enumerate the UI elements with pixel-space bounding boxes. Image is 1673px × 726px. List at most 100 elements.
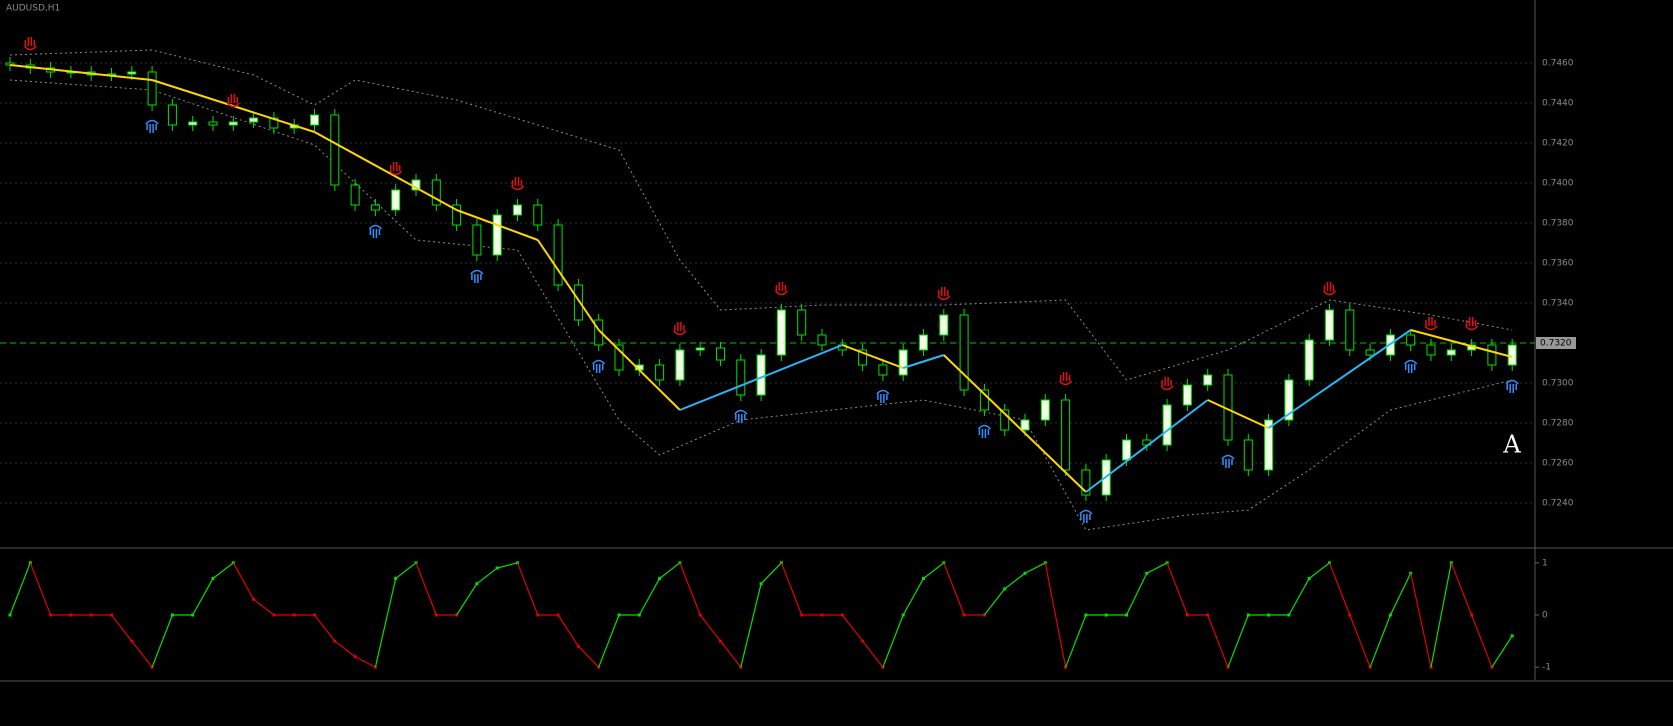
sell-signal — [1059, 372, 1073, 386]
candle-body — [878, 364, 888, 376]
ma-segment — [314, 131, 458, 211]
buy-signal — [977, 424, 991, 438]
band-line — [9, 49, 1513, 381]
osc-segment — [1227, 614, 1249, 668]
candle-body — [370, 204, 380, 211]
candle-body — [249, 117, 259, 123]
ma-segment — [1085, 399, 1209, 493]
osc-segment — [1207, 614, 1229, 668]
candle-body — [655, 364, 665, 381]
osc-segment — [720, 640, 742, 668]
chart-title: AUDUSD,H1 — [6, 4, 60, 14]
y-tick-label: 0 — [1542, 611, 1548, 621]
osc-segment — [111, 614, 133, 642]
candle-body — [350, 184, 360, 206]
osc-segment — [354, 656, 376, 668]
candle-body — [1081, 469, 1091, 496]
sell-signal — [389, 162, 403, 176]
candle-body — [898, 349, 908, 376]
price-label: 0.7320 — [1540, 339, 1572, 349]
sell-signal — [1322, 282, 1337, 296]
candle-body — [127, 71, 137, 75]
candle-body — [817, 334, 827, 346]
candle-body — [675, 349, 685, 381]
osc-segment — [374, 578, 397, 668]
y-tick-label: 0.7280 — [1542, 419, 1574, 429]
osc-segment — [1146, 562, 1168, 574]
candle-body — [1446, 349, 1456, 356]
ma-segment — [679, 344, 843, 411]
candle-body — [1243, 439, 1253, 471]
osc-segment — [497, 562, 518, 569]
candle-body — [959, 314, 969, 391]
osc-segment — [1491, 635, 1513, 668]
osc-segment — [1004, 572, 1026, 590]
candle-body — [391, 189, 401, 211]
candle-body — [939, 314, 949, 336]
ma-segment — [1410, 329, 1513, 358]
osc-segment — [212, 562, 234, 579]
ma-segment — [9, 64, 153, 81]
y-tick-label: 0.7260 — [1542, 459, 1574, 469]
candle-body — [756, 354, 766, 396]
candle-body — [1182, 384, 1192, 406]
candle-body — [695, 347, 705, 351]
candle-body — [553, 224, 563, 286]
candle-body — [594, 319, 604, 346]
osc-segment — [1065, 614, 1087, 668]
annotation: A — [1502, 431, 1521, 459]
candle-body — [614, 344, 624, 371]
osc-segment — [334, 640, 356, 658]
osc-segment — [1471, 614, 1493, 668]
y-tick-label: 0.7360 — [1542, 259, 1574, 269]
osc-segment — [1166, 562, 1188, 616]
osc-segment — [415, 562, 437, 616]
y-tick-label: 0.7460 — [1542, 59, 1574, 69]
buy-signal — [876, 389, 890, 403]
osc-segment — [1328, 562, 1351, 616]
candle-body — [1284, 379, 1294, 421]
osc-segment — [659, 562, 681, 579]
osc-segment — [679, 562, 701, 616]
candle-body — [188, 121, 198, 126]
buy-signal — [368, 224, 382, 238]
osc-segment — [923, 562, 945, 579]
osc-segment — [29, 562, 52, 616]
candle-body — [797, 309, 807, 336]
candle-body — [1264, 419, 1274, 471]
osc-segment — [577, 645, 600, 668]
ma-segment — [902, 354, 945, 369]
candle-body — [330, 114, 340, 186]
candle-body — [1203, 374, 1213, 386]
osc-segment — [943, 562, 965, 616]
candle-body — [1020, 419, 1030, 431]
buy-signal — [145, 119, 159, 133]
sell-signal — [1160, 377, 1174, 391]
price-label-bg — [1536, 337, 1576, 349]
candle-body — [979, 389, 989, 411]
y-tick-label: 0.7340 — [1542, 299, 1574, 309]
candle-body — [167, 104, 177, 126]
osc-segment — [902, 578, 925, 616]
y-tick-label: 1 — [1542, 558, 1548, 568]
osc-segment — [253, 598, 275, 616]
buy-signal — [592, 359, 606, 373]
osc-segment — [862, 640, 884, 668]
candle-body — [472, 224, 482, 256]
candle-body — [1487, 344, 1497, 366]
ma-segment — [597, 329, 681, 411]
candle-body — [736, 359, 746, 396]
candle-body — [431, 179, 441, 206]
osc-segment — [314, 614, 336, 642]
sell-signal — [1424, 317, 1438, 331]
osc-segment — [699, 614, 721, 642]
osc-point — [1510, 634, 1514, 638]
candle-body — [919, 334, 928, 351]
osc-segment — [476, 567, 498, 585]
y-tick-label: -1 — [1542, 663, 1551, 673]
candle-body — [310, 114, 319, 126]
candle-body — [776, 309, 786, 356]
osc-segment — [841, 614, 864, 642]
